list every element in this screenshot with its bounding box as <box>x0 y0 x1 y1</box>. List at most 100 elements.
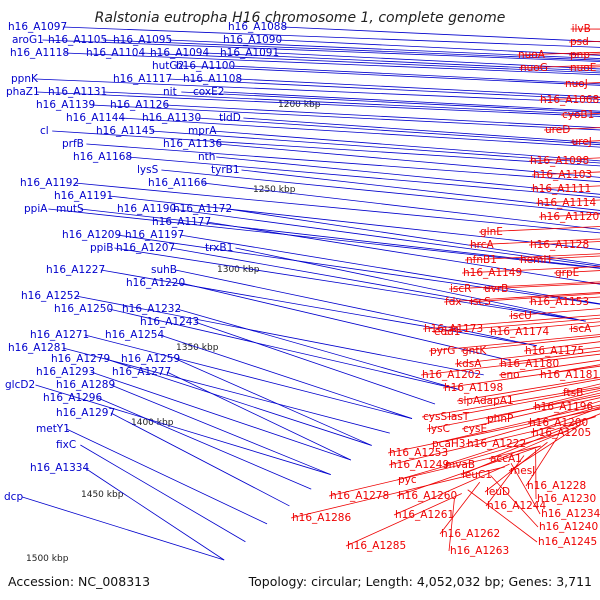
gene-label-reverse: h16_A1297 <box>56 407 115 419</box>
label-leader <box>166 371 352 461</box>
gene-label-reverse: dcp <box>4 491 23 503</box>
gene-label-forward: pyc <box>398 474 417 486</box>
label-leader <box>468 293 600 303</box>
label-leader <box>80 444 246 543</box>
label-leader <box>525 436 559 487</box>
gene-label-reverse: ppnK <box>11 73 39 85</box>
label-leader <box>216 156 600 195</box>
label-leader <box>102 39 600 61</box>
gene-label-reverse: h16_A1259 <box>121 353 180 365</box>
gene-label-forward: h16_A1260 <box>398 490 457 502</box>
gene-label-forward: nfnB1 <box>466 254 497 266</box>
gene-label-forward: eno <box>500 369 520 381</box>
gene-label-forward: h16_A1153 <box>530 296 589 308</box>
gene-label-forward: leuD <box>486 486 510 498</box>
gene-label-forward: hemH <box>520 254 551 266</box>
gene-label-forward: h16_A1114 <box>537 197 596 209</box>
gene-label-forward: iscR <box>450 283 471 295</box>
label-leader <box>212 130 600 162</box>
gene-label-forward: ureJ <box>572 136 592 148</box>
label-leader <box>110 384 331 475</box>
gene-label-reverse: h16_A1130 <box>142 112 201 124</box>
label-leader <box>442 365 600 389</box>
label-leader <box>498 350 600 365</box>
gene-label-forward: hrcA <box>470 239 495 251</box>
gene-label-forward: h16_A1198 <box>444 382 503 394</box>
label-leader <box>36 91 600 117</box>
gene-label-reverse: h16_A1131 <box>48 86 107 98</box>
gene-label-forward: kdsA <box>456 358 482 370</box>
gene-label-forward: nuoE <box>570 62 596 74</box>
gene-label-reverse: coxE2 <box>193 86 224 98</box>
label-leader <box>120 117 600 148</box>
label-leader <box>290 466 505 519</box>
gene-label-reverse: aroG1 <box>12 34 44 46</box>
label-leader <box>181 91 600 113</box>
label-leader <box>171 208 600 267</box>
label-leader <box>48 208 600 269</box>
label-leader <box>167 78 600 100</box>
label-leader <box>108 195 600 250</box>
label-leader <box>108 308 459 390</box>
gene-label-reverse: h16_A1271 <box>30 329 89 341</box>
gene-label-reverse: h16_A1117 <box>113 73 172 85</box>
gene-label-reverse: mprA <box>188 125 217 137</box>
label-leader <box>396 445 541 497</box>
gene-label-reverse: tldD <box>219 112 241 124</box>
label-leader <box>223 91 600 112</box>
gene-label-forward: h16_A1278 <box>330 490 389 502</box>
gene-label-forward: h16_A1263 <box>450 545 509 557</box>
label-leader <box>241 169 600 211</box>
label-leader <box>532 389 600 408</box>
label-leader <box>510 462 541 515</box>
gene-label-forward: iscA <box>570 323 592 335</box>
label-leader <box>538 364 600 376</box>
label-leader <box>235 247 586 322</box>
gene-label-reverse: h16_A1220 <box>126 277 185 289</box>
gene-label-reverse: h16_A1094 <box>150 47 209 59</box>
label-leader <box>105 358 372 446</box>
gene-label-forward: h16_A1240 <box>539 521 598 533</box>
label-leader <box>194 321 436 405</box>
gene-label-reverse: h16_A1100 <box>176 60 235 72</box>
gene-label-forward: grpE <box>555 267 579 279</box>
kbp-tick-label: 1400 kbp <box>131 418 174 428</box>
label-leader <box>116 234 600 305</box>
kbp-tick-label: 1500 kbp <box>26 554 69 564</box>
label-leader <box>420 353 600 376</box>
gene-label-reverse: h16_A1296 <box>43 392 102 404</box>
gene-label-reverse: h16_A1168 <box>73 151 132 163</box>
kbp-tick-label: 1300 kbp <box>217 265 260 275</box>
gene-label-forward: iscU <box>510 310 532 322</box>
label-leader <box>448 498 455 552</box>
label-leader <box>465 406 600 445</box>
gene-label-reverse: h16_A1250 <box>54 303 113 315</box>
label-leader <box>90 371 351 461</box>
gene-label-forward: h16_A1245 <box>538 536 597 548</box>
label-leader <box>164 104 600 129</box>
gene-label-forward: nuoJ <box>565 78 588 90</box>
gene-label-forward: pcaH3 <box>432 438 465 450</box>
gene-label-reverse: h16_A1190 <box>117 203 176 215</box>
gene-label-forward: h16_A1068 <box>540 94 599 106</box>
kbp-ticks: 1200 kbp 1250 kbp 1300 kbp 1350 kbp 1400 kbp… <box>26 100 321 564</box>
gene-label-forward: h16_A1286 <box>292 512 351 524</box>
label-leader <box>74 182 600 234</box>
gene-label-forward: h16_A1120 <box>540 211 599 223</box>
label-leader <box>182 65 600 86</box>
label-leader <box>508 308 600 317</box>
label-leader <box>523 341 600 352</box>
label-leader <box>42 39 600 62</box>
gene-label-forward: h16_A1202 <box>422 369 481 381</box>
gene-label-forward: pyrG <box>430 345 455 357</box>
reverse-strand-labels: h16_A1097 h16_A1088 aroG1 h16_A1105 h16_A109… <box>4 21 600 561</box>
label-leader <box>467 489 538 543</box>
gene-label-reverse: h16_A1289 <box>56 379 115 391</box>
label-leader <box>64 52 600 76</box>
label-leader <box>448 281 600 290</box>
gene-label-forward: h16_A1244 <box>487 500 546 512</box>
label-leader <box>202 182 600 230</box>
gene-label-reverse: h16_A1243 <box>140 316 199 328</box>
label-leader <box>159 334 413 419</box>
